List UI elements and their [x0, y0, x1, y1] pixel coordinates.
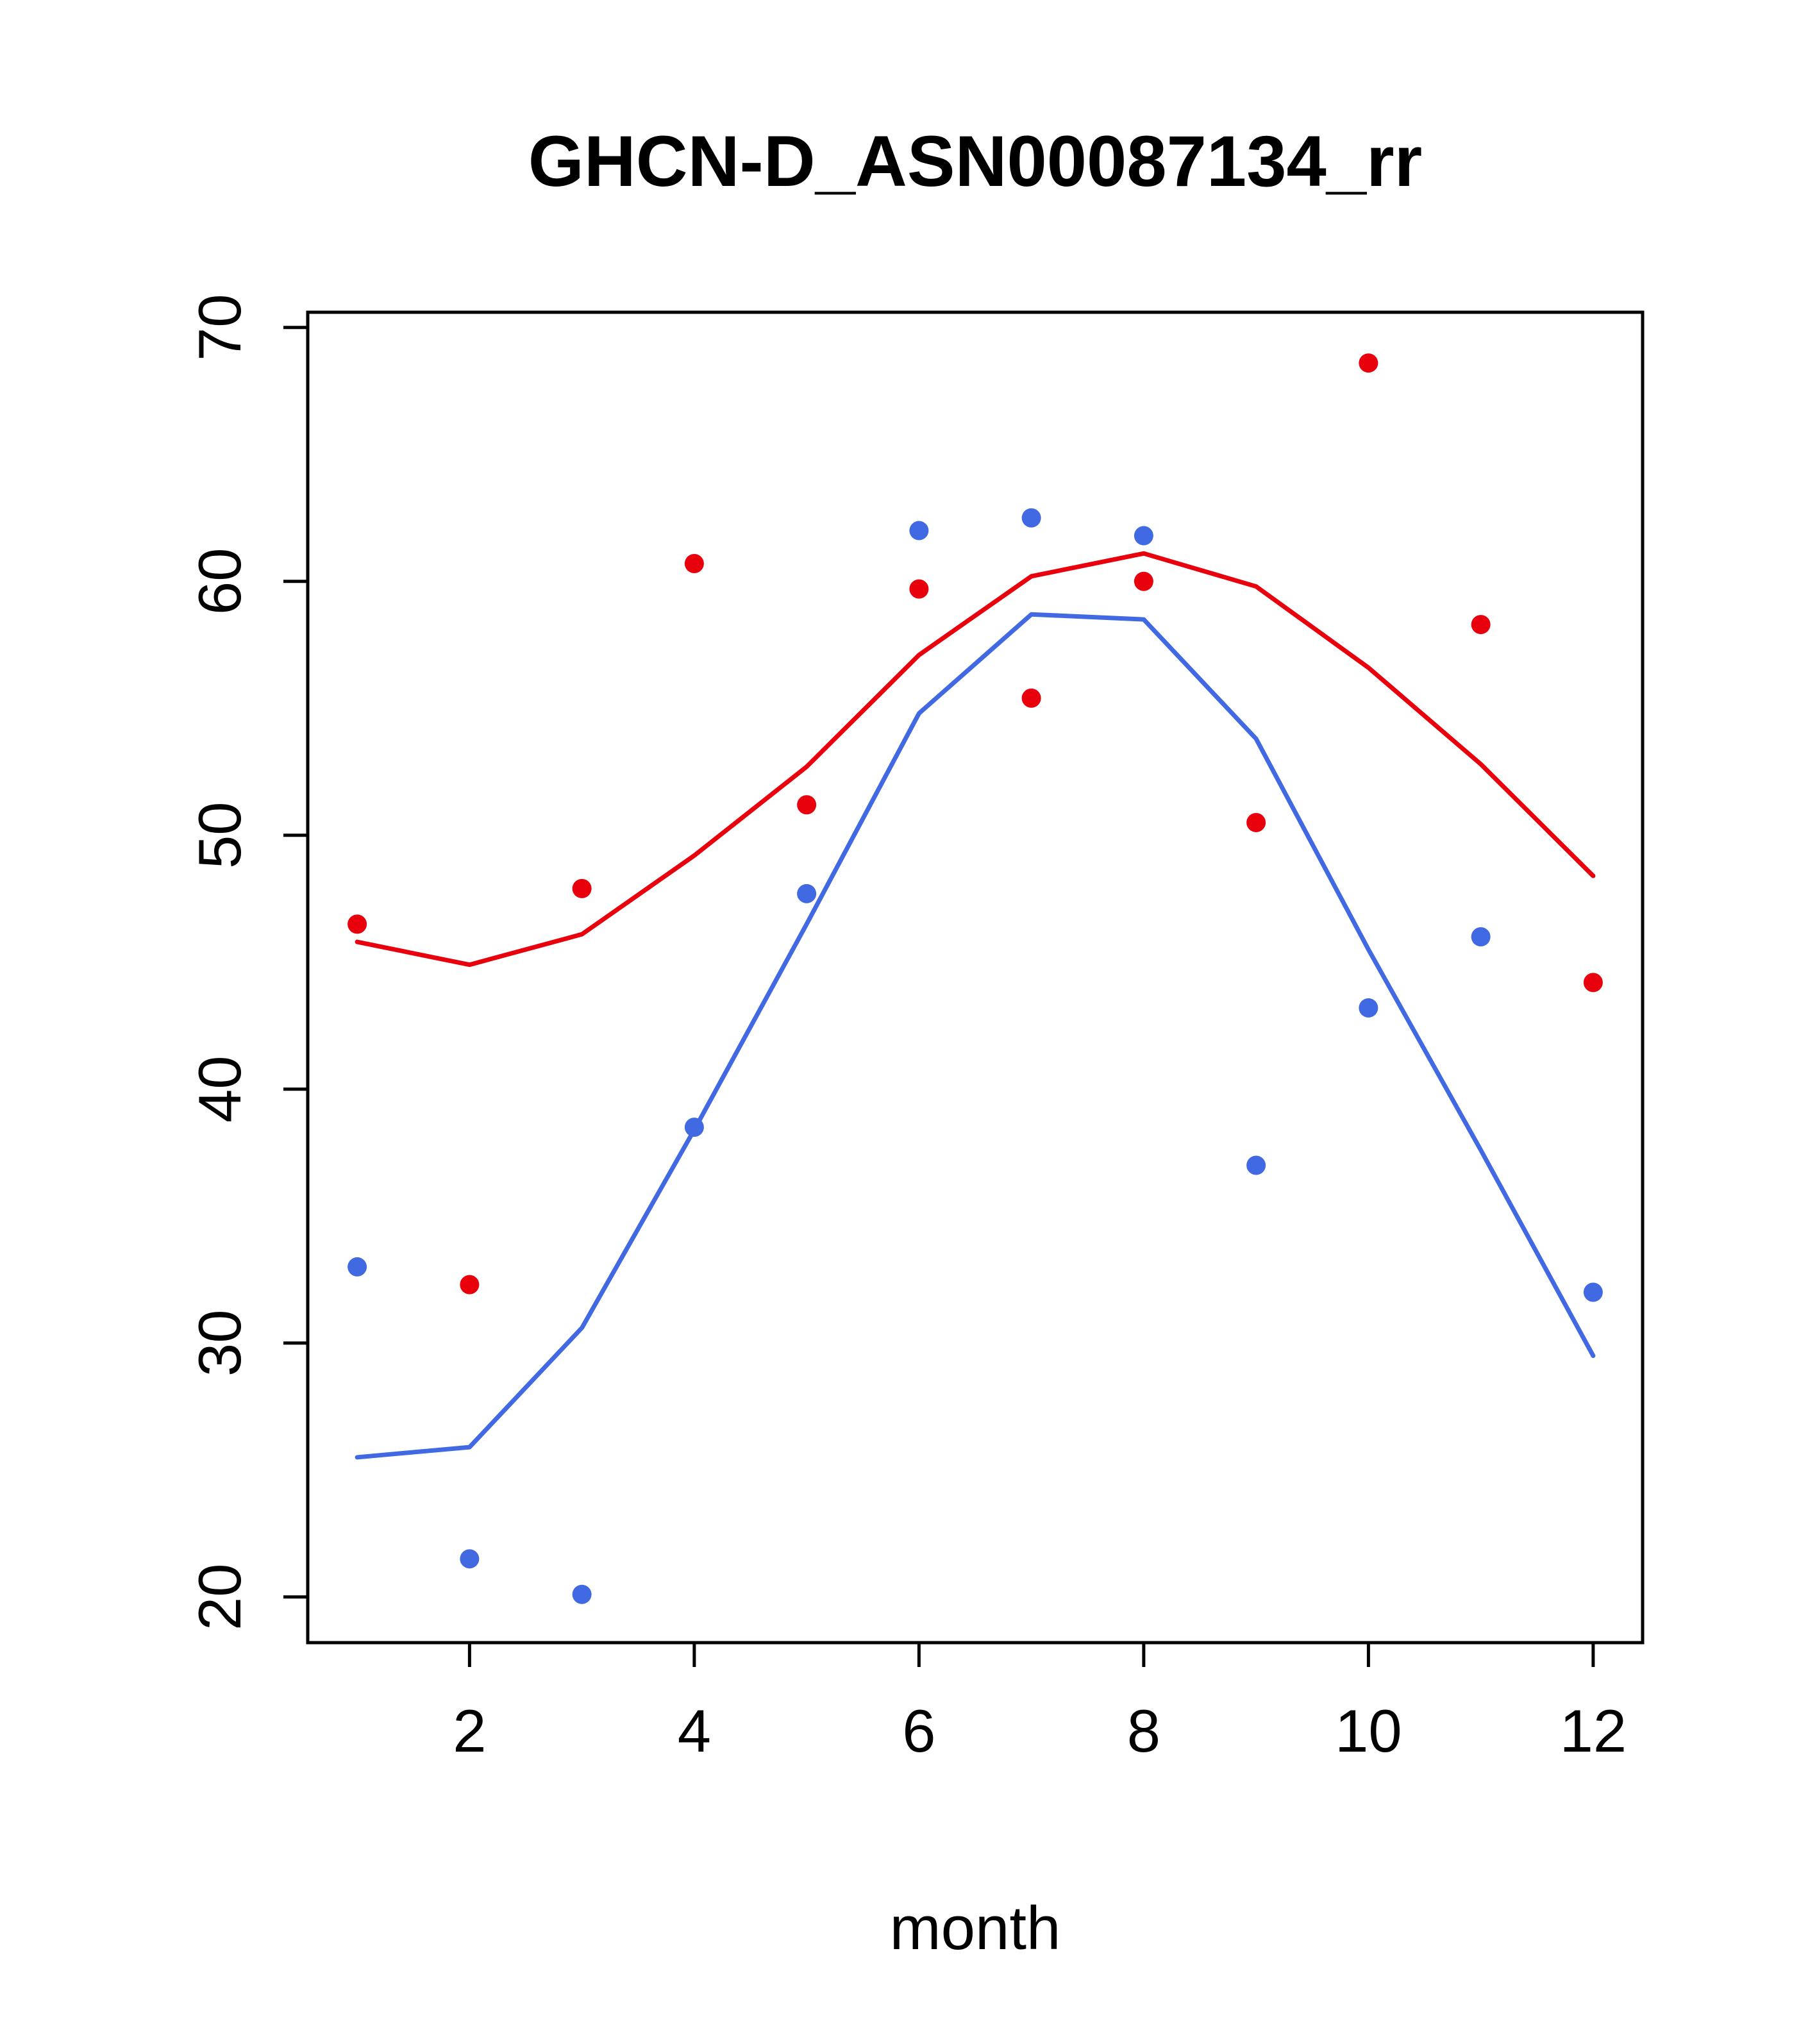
x-tick-label: 2 [453, 1697, 486, 1764]
blue-points-dot [1471, 927, 1491, 947]
red-points-dot [1471, 615, 1491, 635]
y-tick-label: 20 [186, 1563, 253, 1630]
red-points-dot [909, 579, 929, 599]
blue-points-dot [797, 884, 817, 903]
plot-box [306, 310, 1645, 1645]
red-points-dot [684, 554, 704, 574]
x-tick-label: 4 [678, 1697, 711, 1764]
blue-points-dot [572, 1584, 592, 1604]
blue-points-dot [1021, 508, 1041, 528]
blue-points-dot [684, 1118, 704, 1137]
y-tick-label: 60 [186, 548, 253, 615]
x-tick-label: 6 [902, 1697, 935, 1764]
red-points-dot [1246, 812, 1266, 832]
y-tick-label: 50 [186, 801, 253, 869]
blue-points-dot [347, 1257, 367, 1277]
blue-points-dot [1359, 998, 1378, 1018]
x-tick-label: 12 [1560, 1697, 1627, 1764]
x-tick-label: 8 [1127, 1697, 1160, 1764]
red-points-dot [1134, 571, 1153, 591]
red-line [355, 551, 1596, 968]
red-points-dot [1359, 353, 1378, 373]
red-points-dot [460, 1275, 480, 1294]
red-points-dot [572, 878, 592, 898]
y-tick-label: 40 [186, 1055, 253, 1123]
red-points-dot [1583, 973, 1603, 993]
x-tick-label: 10 [1335, 1697, 1402, 1764]
blue-points-dot [1246, 1155, 1266, 1175]
blue-points-dot [909, 521, 929, 540]
blue-points-dot [1583, 1282, 1603, 1302]
red-points-dot [797, 795, 817, 815]
red-points-dot [347, 914, 367, 934]
y-tick-label: 30 [186, 1309, 253, 1377]
chart-title: GHCN-D_ASN00087134_rr [528, 121, 1422, 201]
blue-line [355, 612, 1596, 1460]
red-points-dot [1021, 688, 1041, 708]
plot-area: 2 4 6 8 10 12 20 30 40 50 60 70 [186, 294, 1645, 1764]
x-axis-label: month [890, 1894, 1061, 1963]
blue-points-dot [1134, 526, 1153, 546]
y-tick-label: 70 [186, 294, 253, 361]
blue-points-dot [460, 1549, 480, 1569]
